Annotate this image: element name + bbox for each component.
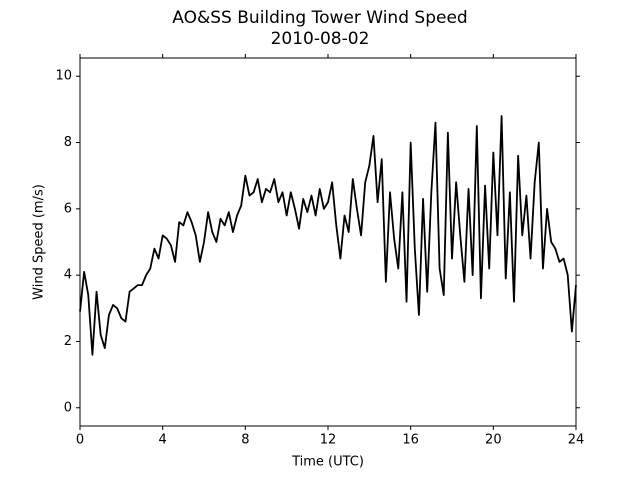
y-tick-label: 6	[64, 201, 72, 216]
x-tick-label: 4	[159, 433, 167, 448]
y-tick-label: 0	[64, 400, 72, 415]
y-tick-label: 8	[64, 135, 72, 150]
x-tick-label: 8	[241, 433, 249, 448]
y-axis-label: Wind Speed (m/s)	[32, 184, 47, 300]
x-tick-label: 0	[76, 433, 84, 448]
plot-frame	[79, 57, 577, 427]
x-tick-label: 16	[402, 433, 419, 448]
chart-subtitle: 2010-08-02	[271, 29, 370, 49]
y-tick-label: 2	[64, 334, 72, 349]
y-tick-label: 10	[55, 69, 72, 84]
chart-title: AO&SS Building Tower Wind Speed	[172, 8, 467, 28]
x-tick-label: 24	[568, 433, 585, 448]
y-tick-label: 4	[64, 268, 72, 283]
x-axis-label: Time (UTC)	[291, 455, 364, 470]
x-tick-label: 20	[485, 433, 502, 448]
x-tick-label: 12	[320, 433, 337, 448]
line	[79, 115, 577, 356]
